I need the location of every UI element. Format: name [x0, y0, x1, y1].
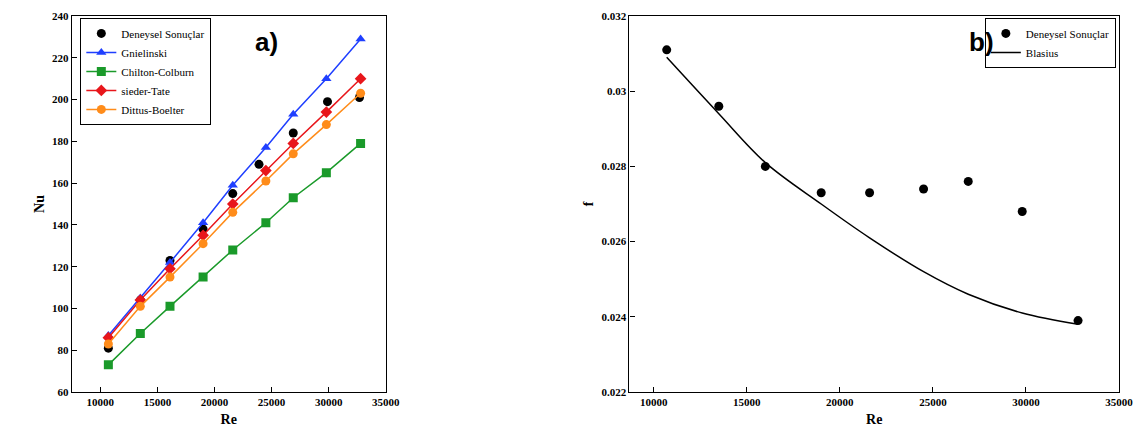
svg-text:0.022: 0.022 — [601, 386, 626, 398]
svg-text:b): b) — [969, 27, 994, 57]
svg-text:160: 160 — [52, 177, 69, 189]
svg-text:10000: 10000 — [87, 396, 115, 408]
svg-text:15000: 15000 — [733, 396, 761, 408]
svg-text:200: 200 — [52, 93, 69, 105]
svg-text:60: 60 — [58, 386, 70, 398]
svg-text:220: 220 — [52, 52, 69, 64]
svg-text:0.024: 0.024 — [601, 311, 626, 323]
svg-text:Dittus-Boelter: Dittus-Boelter — [121, 104, 184, 116]
svg-text:30000: 30000 — [315, 396, 343, 408]
svg-text:35000: 35000 — [1105, 396, 1133, 408]
svg-text:0.032: 0.032 — [601, 10, 626, 22]
svg-text:0.03: 0.03 — [607, 85, 627, 97]
svg-text:35000: 35000 — [372, 396, 400, 408]
svg-text:80: 80 — [58, 344, 70, 356]
svg-text:Re: Re — [866, 412, 882, 427]
svg-text:0.028: 0.028 — [601, 160, 626, 172]
svg-text:sieder-Tate: sieder-Tate — [121, 85, 170, 97]
svg-text:Gnielinski: Gnielinski — [121, 47, 167, 59]
svg-text:Deneysel Sonuçlar: Deneysel Sonuçlar — [121, 28, 204, 40]
svg-text:120: 120 — [52, 261, 69, 273]
svg-text:20000: 20000 — [201, 396, 229, 408]
svg-text:30000: 30000 — [1012, 396, 1040, 408]
svg-text:180: 180 — [52, 135, 69, 147]
svg-text:20000: 20000 — [826, 396, 854, 408]
svg-text:25000: 25000 — [919, 396, 947, 408]
svg-text:100: 100 — [52, 302, 69, 314]
svg-text:a): a) — [255, 27, 278, 57]
svg-text:f: f — [581, 201, 596, 206]
svg-text:Deneysel Sonuçlar: Deneysel Sonuçlar — [1026, 28, 1109, 40]
svg-text:Chilton-Colburn: Chilton-Colburn — [121, 66, 194, 78]
svg-text:15000: 15000 — [144, 396, 172, 408]
svg-text:0.026: 0.026 — [601, 235, 626, 247]
svg-text:Re: Re — [221, 412, 237, 427]
svg-text:25000: 25000 — [258, 396, 286, 408]
svg-text:140: 140 — [52, 219, 69, 231]
svg-text:10000: 10000 — [640, 396, 668, 408]
svg-text:240: 240 — [52, 10, 69, 22]
svg-text:Nu: Nu — [32, 195, 47, 213]
svg-text:Blasius: Blasius — [1026, 47, 1058, 59]
